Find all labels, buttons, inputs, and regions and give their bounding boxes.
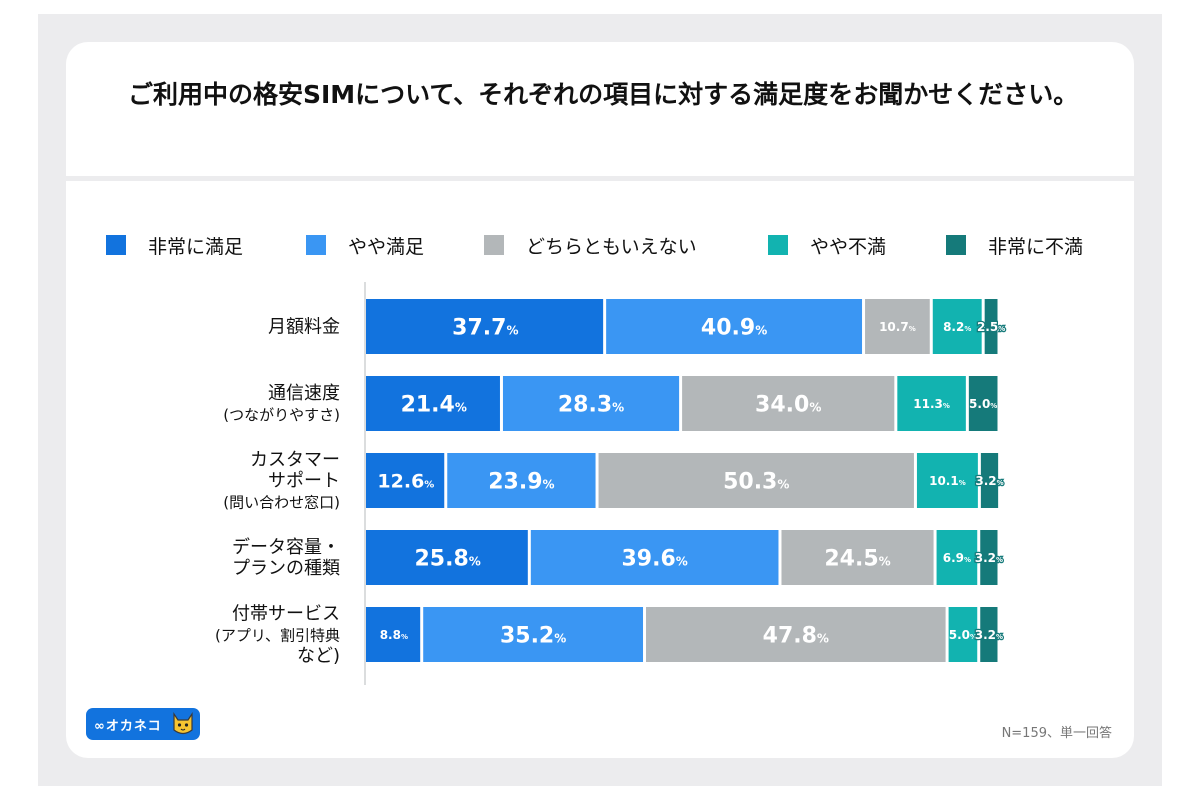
legend-item-somewhat-dissatisfied: やや不満: [768, 232, 886, 258]
legend-label: 非常に満足: [148, 235, 244, 258]
stacked-bar-chart: 月額料金 37.7% 40.9% 10.7% 8.2% 2.5% 通信速度 (つながりやすさ)…: [215, 282, 1006, 685]
data-label: 3.2%: [975, 551, 1003, 565]
bar-segment: [682, 376, 895, 431]
category-label: 付帯サービス: [232, 604, 340, 625]
category-label: 通信速度: [268, 383, 340, 404]
legend-label: 非常に不満: [988, 235, 1084, 258]
bar-segment: [366, 299, 604, 354]
data-label: 34.0%: [755, 392, 821, 417]
category-label: 月額料金: [268, 317, 340, 338]
bar-segment: [980, 530, 998, 585]
data-label: 39.6%: [621, 546, 687, 571]
data-label: 24.5%: [824, 546, 890, 571]
category-label: など): [297, 646, 340, 667]
legend-label: やや不満: [810, 235, 887, 258]
chart-title: ご利用中の格安SIMについて、それぞれの項目に対する満足度をお聞かせください。: [128, 80, 1079, 109]
bar-segment: [980, 453, 999, 508]
data-label: 10.7%: [879, 320, 916, 334]
bar-segment: [423, 607, 644, 662]
chart-card: ご利用中の格安SIMについて、それぞれの項目に対する満足度をお聞かせください。 …: [66, 42, 1134, 758]
data-label: 8.2%: [943, 320, 971, 334]
bar-segment: [948, 607, 978, 662]
data-label: 8.8%: [380, 628, 408, 642]
cat-mascot-icon: [173, 712, 193, 735]
category-label: プランの種類: [232, 558, 340, 579]
bar-segment: [936, 530, 978, 585]
data-label: 5.0%: [969, 397, 997, 411]
category-label: データ容量・: [232, 537, 340, 558]
legend-swatch: [484, 235, 504, 255]
data-label: 35.2%: [500, 623, 566, 648]
data-label: 28.3%: [558, 392, 624, 417]
bar-segment: [447, 453, 596, 508]
bar-segment: [530, 530, 779, 585]
bar-segment: [502, 376, 680, 431]
data-label: 3.2%: [975, 628, 1003, 642]
bar-segment: [968, 376, 998, 431]
legend-label: やや満足: [348, 235, 425, 258]
legend-item-neutral: どちらともいえない: [484, 232, 697, 258]
bar-segment: [932, 299, 982, 354]
bar-segment: [598, 453, 914, 508]
legend-item-very-satisfied: 非常に満足: [106, 232, 243, 258]
data-label: 11.3%: [913, 397, 950, 411]
bar-segment: [366, 376, 500, 431]
data-label: 23.9%: [488, 469, 554, 494]
bar-segment: [897, 376, 966, 431]
category-label: サポート: [268, 471, 340, 492]
data-label: 5.0%: [949, 628, 977, 642]
legend-swatch: [768, 235, 788, 255]
legend-swatch: [106, 235, 126, 255]
bar-segment: [646, 607, 946, 662]
bar-segment: [984, 299, 998, 354]
legend-swatch: [306, 235, 326, 255]
data-label: 21.4%: [401, 392, 467, 417]
data-label: 2.5%: [977, 320, 1005, 334]
bar-segment: [366, 453, 445, 508]
data-label: 6.9%: [943, 551, 971, 565]
data-label: 40.9%: [701, 315, 767, 340]
sample-size-note: N=159、単一回答: [1001, 726, 1112, 741]
bar-segment: [865, 299, 930, 354]
bar-segment: [366, 607, 421, 662]
bar-segment: [606, 299, 863, 354]
data-label: 37.7%: [452, 315, 518, 340]
category-label: (アプリ、割引特典: [215, 627, 340, 645]
okaneko-logo: ∞オカネコ: [86, 708, 200, 740]
category-label: (問い合わせ窓口): [223, 494, 340, 512]
data-label: 10.1%: [929, 474, 966, 488]
data-label: 12.6%: [377, 470, 434, 492]
legend-item-somewhat-satisfied: やや満足: [306, 232, 424, 258]
bar-segment: [366, 530, 528, 585]
category-label: (つながりやすさ): [223, 406, 340, 424]
logo-wordmark: ∞オカネコ: [94, 718, 162, 734]
legend-item-very-dissatisfied: 非常に不満: [946, 232, 1083, 258]
bar-segment: [781, 530, 934, 585]
data-label: 50.3%: [723, 469, 789, 494]
legend-label: どちらともいえない: [526, 235, 697, 258]
data-label: 47.8%: [763, 623, 829, 648]
bar-segment: [916, 453, 978, 508]
data-label: 3.2%: [975, 474, 1003, 488]
legend-swatch: [946, 235, 966, 255]
bar-segment: [980, 607, 998, 662]
title-divider: [66, 176, 1134, 181]
data-label: 25.8%: [415, 546, 481, 571]
category-label: カスタマー: [250, 450, 340, 471]
